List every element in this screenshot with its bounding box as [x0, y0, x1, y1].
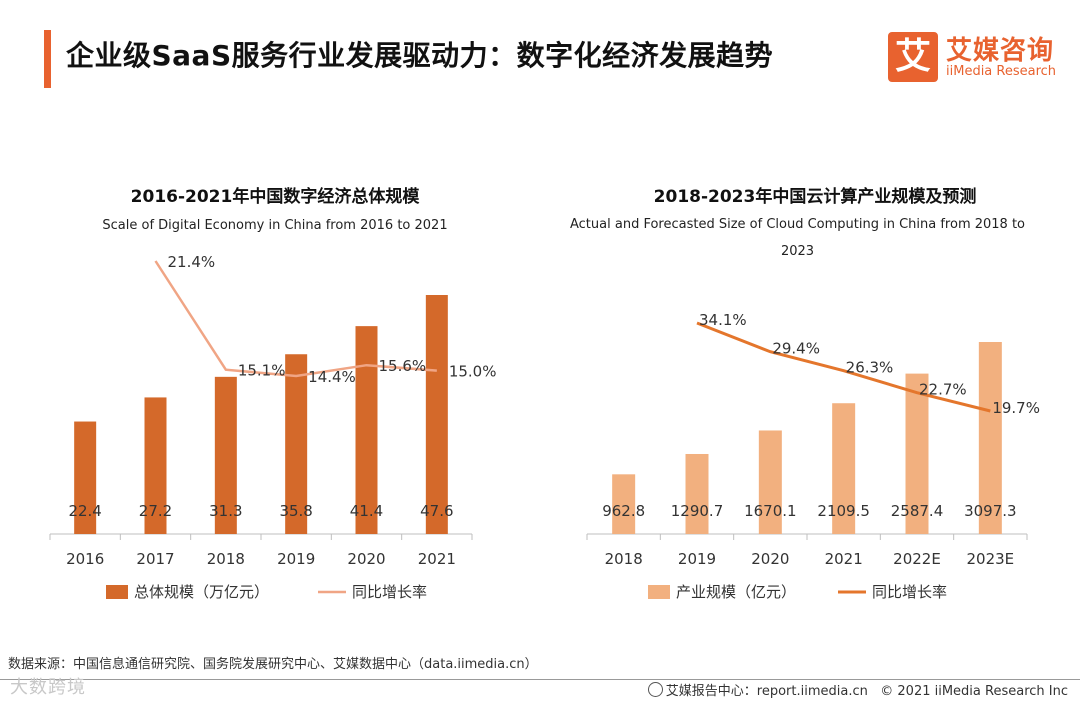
legend-line-label: 同比增长率 [352, 583, 427, 601]
bar-value-label: 3097.3 [964, 502, 1017, 520]
data-source-note: 数据来源：中国信息通信研究院、国务院发展研究中心、艾媒数据中心（data.iim… [8, 657, 538, 672]
bar [758, 430, 782, 534]
x-tick-label: 2021 [825, 550, 863, 568]
bar-value-label: 2587.4 [891, 502, 944, 520]
legend-bar-swatch [106, 585, 128, 599]
bar [214, 376, 237, 534]
growth-rate-label: 19.7% [992, 399, 1040, 417]
globe-icon [647, 682, 663, 697]
bar [612, 474, 636, 534]
legend-bar-swatch [648, 585, 670, 599]
logo-mark: 艾 [888, 32, 938, 82]
chart-title: 2016-2021年中国数字经济总体规模 [130, 187, 420, 207]
x-tick-label: 2021 [418, 550, 456, 568]
x-tick-label: 2016 [66, 550, 104, 568]
bar [685, 453, 709, 534]
bar-value-label: 27.2 [139, 502, 172, 520]
bar [144, 397, 167, 534]
logo-chinese-name: 艾媒咨询 [946, 36, 1055, 66]
report-center-link[interactable]: 艾媒报告中心：report.iimedia.cn [665, 684, 868, 699]
x-tick-label: 2022E [893, 550, 941, 568]
x-tick-label: 2019 [678, 550, 716, 568]
growth-rate-label: 14.4% [308, 368, 356, 386]
bar-value-label: 962.8 [602, 502, 645, 520]
growth-rate-label: 29.4% [772, 340, 820, 358]
watermark: 大数跨境 [10, 677, 86, 698]
cloud-computing-plot: 962.8 1290.7 1670.1 2109.5 2587.4 3097.3 2018 2… [586, 311, 1040, 601]
bar-value-label: 1670.1 [744, 502, 797, 520]
x-tick-label: 2017 [136, 550, 174, 568]
legend-line-label: 同比增长率 [872, 583, 947, 601]
x-tick-label: 2020 [347, 550, 385, 568]
bar [832, 403, 856, 534]
growth-rate-label: 21.4% [168, 253, 216, 271]
iimedia-logo: 艾 艾媒咨询 iiMedia Research [888, 30, 1068, 86]
bar [355, 326, 378, 534]
bar [978, 342, 1002, 534]
bar-value-label: 35.8 [279, 502, 312, 520]
bar [285, 354, 308, 534]
bar-value-label: 31.3 [209, 502, 242, 520]
growth-rate-line [696, 321, 991, 413]
x-tick-label: 2023E [967, 550, 1015, 568]
growth-rate-label: 34.1% [699, 311, 747, 329]
bar [425, 295, 448, 534]
chart-subtitle: Scale of Digital Economy in China from 2… [102, 218, 448, 233]
growth-rate-label: 26.3% [846, 359, 894, 377]
footer-divider [0, 679, 1080, 680]
logo-english-name: iiMedia Research [946, 64, 1057, 79]
copyright: © 2021 iiMedia Research Inc [880, 684, 1068, 699]
digital-economy-plot: 22.4 27.2 31.3 35.8 41.4 47.6 2016 2017 2018 2019… [49, 253, 497, 601]
bar [74, 421, 97, 534]
chart-subtitle: Actual and Forecasted Size of Cloud Comp… [570, 217, 1026, 259]
x-tick-label: 2018 [207, 550, 245, 568]
bar-value-label: 41.4 [350, 502, 383, 520]
bar-value-label: 22.4 [68, 502, 101, 520]
bar-value-label: 47.6 [420, 502, 453, 520]
growth-rate-label: 15.1% [238, 362, 286, 380]
x-tick-label: 2018 [605, 550, 643, 568]
growth-rate-label: 22.7% [919, 381, 967, 399]
x-tick-label: 2020 [751, 550, 789, 568]
digital-economy-chart: 2016-2021年中国数字经济总体规模 Scale of Digital Ec… [40, 180, 510, 620]
growth-rate-label: 15.6% [379, 357, 427, 375]
cloud-computing-chart: 2018-2023年中国云计算产业规模及预测 Actual and Foreca… [560, 180, 1070, 620]
chart-title: 2018-2023年中国云计算产业规模及预测 [653, 187, 977, 207]
x-tick-label: 2019 [277, 550, 315, 568]
bar [905, 373, 929, 534]
growth-rate-label: 15.0% [449, 363, 497, 381]
growth-rate-line [154, 260, 437, 378]
footer-credits: 艾媒报告中心：report.iimedia.cn © 2021 iiMedia … [647, 680, 1068, 699]
bar-value-label: 1290.7 [671, 502, 724, 520]
title-accent-bar [44, 30, 51, 88]
page-title: 企业级SaaS服务行业发展驱动力：数字化经济发展趋势 [66, 39, 774, 72]
legend-bar-label: 产业规模（亿元） [676, 583, 796, 601]
legend-bar-label: 总体规模（万亿元） [134, 583, 269, 601]
bar-value-label: 2109.5 [817, 502, 870, 520]
